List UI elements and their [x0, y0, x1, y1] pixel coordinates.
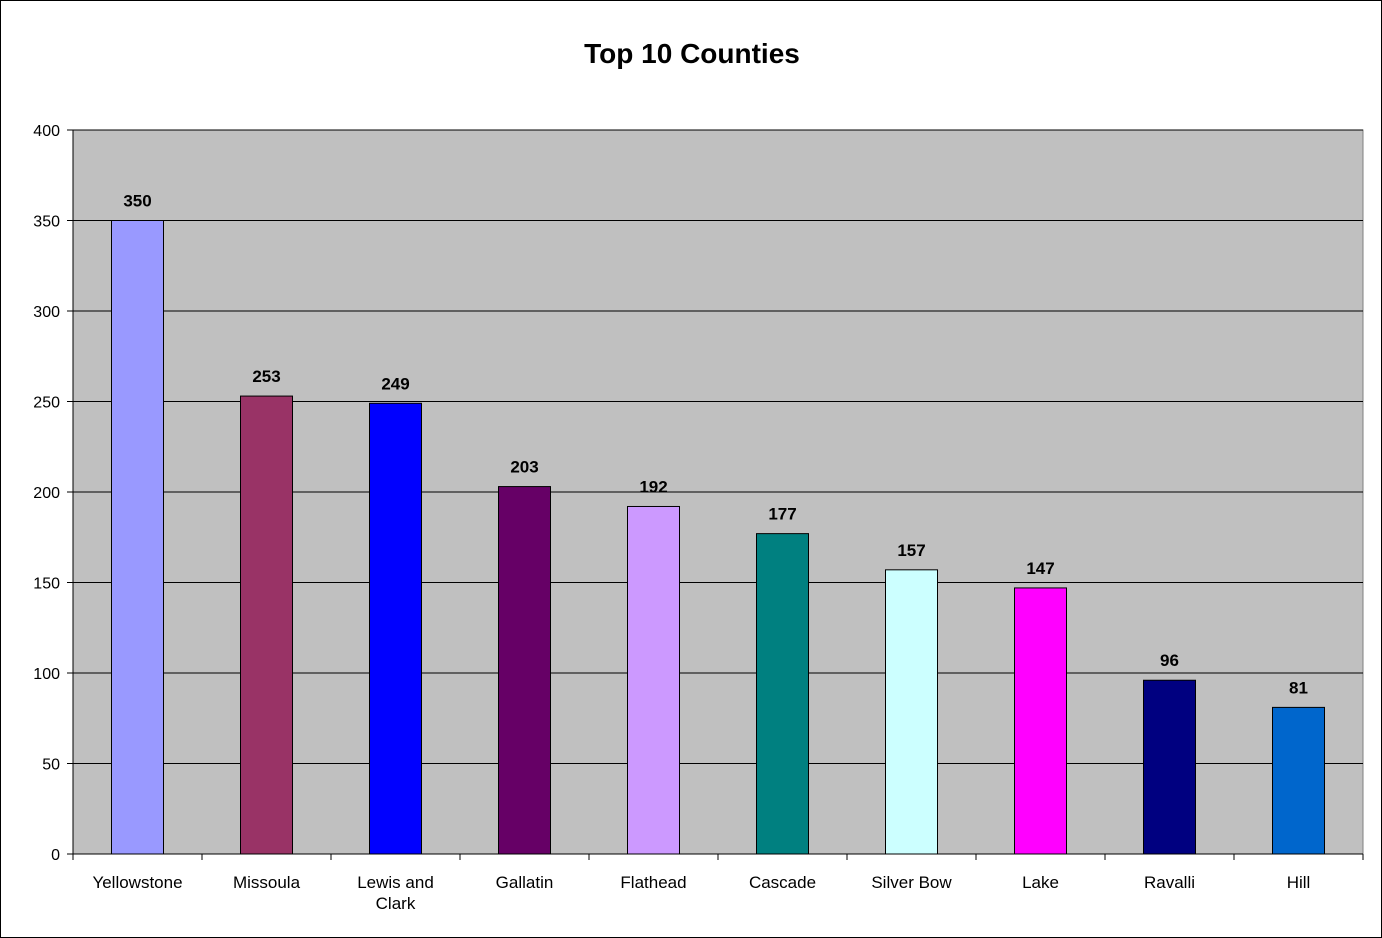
y-tick-label: 100	[33, 666, 60, 683]
y-tick-label: 400	[33, 123, 60, 140]
data-label: 96	[1160, 651, 1179, 670]
data-label: 81	[1289, 678, 1308, 697]
x-tick-label-line: Lake	[1022, 873, 1059, 892]
bar	[1272, 706, 1325, 855]
bar	[627, 505, 680, 855]
bar	[369, 402, 422, 855]
x-tick-label: Hill	[1287, 873, 1311, 892]
x-tick-label-line: Clark	[376, 894, 416, 913]
y-tick-label: 0	[51, 847, 60, 864]
bar	[111, 220, 164, 855]
bar	[1014, 587, 1067, 855]
x-tick-label: Flathead	[620, 873, 686, 892]
data-label: 147	[1026, 559, 1054, 578]
x-tick-label-line: Silver Bow	[871, 873, 952, 892]
x-tick-label-line: Missoula	[233, 873, 301, 892]
y-tick-label: 50	[42, 757, 60, 774]
bar	[756, 533, 809, 855]
plot-area: 0 50 100 150 200 250 300 350 400 350 Yellowstone 25…	[33, 123, 1364, 913]
x-tick-label-line: Lewis and	[357, 873, 434, 892]
data-label: 253	[252, 367, 280, 386]
data-label: 249	[381, 374, 409, 393]
x-tick-label-line: Yellowstone	[92, 873, 182, 892]
y-tick-label: 350	[33, 214, 60, 231]
chart-title: Top 10 Counties	[584, 38, 800, 69]
x-tick-label: Missoula	[233, 873, 301, 892]
y-tick-label: 250	[33, 395, 60, 412]
y-tick-label: 150	[33, 576, 60, 593]
data-label: 177	[768, 505, 796, 524]
x-tick-label: Yellowstone	[92, 873, 182, 892]
x-tick-label-line: Gallatin	[496, 873, 554, 892]
x-tick-label-line: Hill	[1287, 873, 1311, 892]
x-tick-label: Gallatin	[496, 873, 554, 892]
x-tick-label: Silver Bow	[871, 873, 952, 892]
x-tick-label: Cascade	[749, 873, 816, 892]
data-label: 192	[639, 477, 667, 496]
x-tick-label-line: Cascade	[749, 873, 816, 892]
data-label: 350	[123, 192, 151, 211]
data-label: 157	[897, 541, 925, 560]
data-label: 203	[510, 458, 538, 477]
x-tick-label: Lewis and Clark	[357, 873, 434, 913]
bar	[885, 569, 938, 855]
y-tick-label: 200	[33, 485, 60, 502]
bar	[1143, 679, 1196, 855]
x-tick-label-line: Ravalli	[1144, 873, 1195, 892]
x-tick-label: Lake	[1022, 873, 1059, 892]
bar	[498, 486, 551, 855]
x-tick-label: Ravalli	[1144, 873, 1195, 892]
x-tick-label-line: Flathead	[620, 873, 686, 892]
y-tick-label: 300	[33, 304, 60, 321]
bar	[240, 395, 293, 855]
